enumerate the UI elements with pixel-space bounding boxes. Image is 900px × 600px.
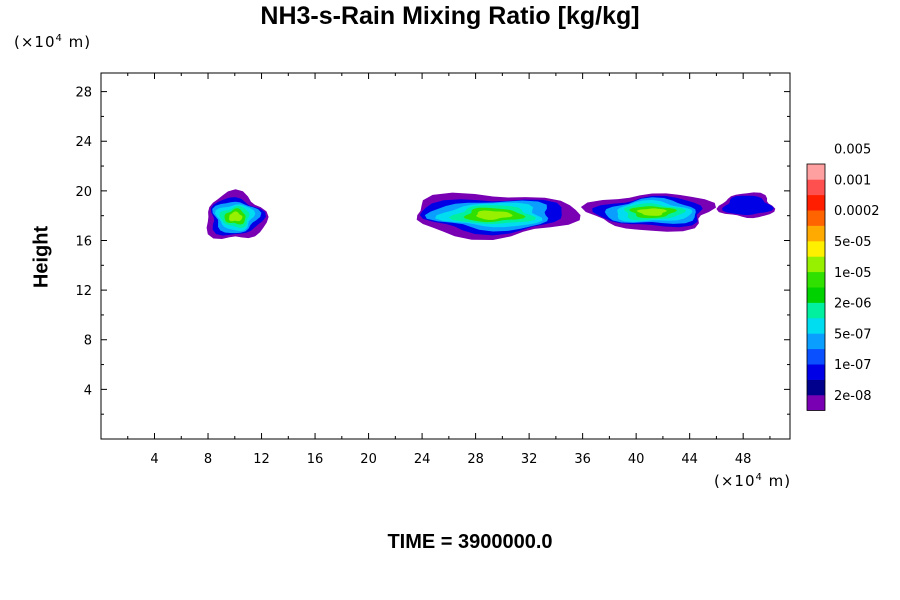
colorbar-label: 1e-05	[834, 266, 872, 281]
x-tick-label: 20	[360, 452, 377, 467]
colorbar-label: 5e-05	[834, 235, 872, 250]
x-tick-label: 28	[467, 452, 484, 467]
plot-frame	[100, 72, 791, 440]
y-tick-label: 12	[75, 284, 92, 299]
colorbar-swatch	[807, 210, 825, 226]
x-tick-label: 4	[150, 452, 158, 467]
colorbar-swatch	[807, 256, 825, 273]
colorbar-label: 2e-06	[834, 297, 872, 312]
y-tick-label: 28	[75, 86, 92, 101]
x-tick-label: 12	[253, 452, 270, 467]
colorbar-frame	[806, 163, 826, 411]
colorbar-label: 5e-07	[834, 327, 872, 342]
y-tick-label: 24	[75, 135, 92, 150]
colorbar-swatch	[807, 287, 825, 303]
time-label: TIME = 3900000.0	[387, 531, 553, 553]
x-tick-label: 36	[574, 452, 591, 467]
colorbar-label: 0.001	[834, 173, 871, 188]
x-tick-label: 16	[307, 452, 324, 467]
cloud-1	[206, 189, 269, 239]
colorbar-swatch	[807, 395, 825, 411]
y-tick-label: 4	[84, 383, 92, 398]
colorbar-label: 1e-07	[834, 358, 872, 373]
x-tick-label: 8	[204, 452, 212, 467]
colorbar-swatch	[807, 348, 825, 365]
x-tick-label: 48	[735, 452, 752, 467]
colorbar-swatch	[807, 164, 825, 180]
x-tick-label: 24	[414, 452, 431, 467]
y-axis: 4 8 12 16 20 24 28	[75, 86, 790, 415]
y-tick-label: 20	[75, 185, 92, 200]
colorbar-swatch	[807, 194, 825, 211]
x-tick-label: 32	[521, 452, 538, 467]
cloud-2	[416, 192, 581, 240]
cloud-3	[580, 193, 716, 232]
cloud-layer	[206, 189, 776, 240]
y-unit-label: (×104 m)	[14, 33, 92, 51]
colorbar: 2e-08 1e-07 5e-07 2e-06 1e-05 5e-05 0.0002 0.00…	[806, 143, 880, 411]
colorbar-swatch	[807, 225, 825, 242]
chart-title: NH3-s-Rain Mixing Ratio [kg/kg]	[260, 2, 640, 30]
cloud-3-layer	[636, 208, 667, 216]
x-tick-label: 44	[681, 452, 698, 467]
y-tick-label: 8	[84, 334, 92, 349]
colorbar-swatch	[807, 333, 825, 350]
colorbar-label: 0.0002	[834, 204, 880, 219]
colorbar-swatch	[807, 364, 825, 380]
x-tick-label: 40	[628, 452, 645, 467]
colorbar-swatch	[807, 379, 825, 396]
colorbar-swatch	[807, 302, 825, 319]
x-axis: 4 8 12 16 20 24 28 32 36 40 44 48	[127, 73, 771, 467]
colorbar-swatch	[807, 179, 825, 196]
cloud-4	[716, 192, 776, 219]
x-unit-label: (×104 m)	[714, 472, 792, 490]
cloud-1-layer	[229, 211, 243, 222]
colorbar-swatch	[807, 241, 825, 257]
colorbar-label: 2e-08	[834, 389, 872, 404]
y-tick-label: 16	[75, 234, 92, 249]
cloud-2-layer	[476, 210, 513, 220]
cloud-4-layer	[722, 195, 774, 216]
colorbar-label: 0.005	[834, 143, 871, 158]
colorbar-swatch	[807, 318, 825, 334]
colorbar-swatch	[807, 271, 825, 288]
